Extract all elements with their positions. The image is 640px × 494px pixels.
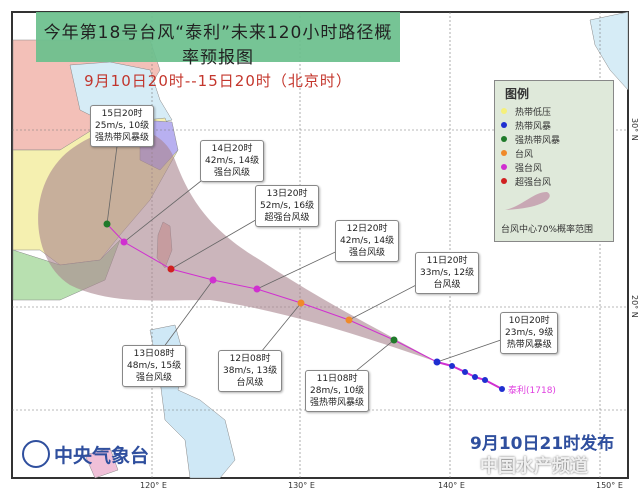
forecast-grade: 强台风级: [214, 168, 251, 178]
legend-item-label: 强热带风暴: [515, 135, 561, 146]
past-position-marker: [482, 377, 488, 383]
agency-name: 中央气象台: [54, 444, 150, 467]
lon-label: 120° E: [140, 481, 167, 490]
forecast-grade: 台风级: [236, 378, 264, 388]
legend-dot-icon: [501, 150, 507, 156]
legend-title: 图例: [505, 87, 530, 101]
forecast-time: 14日20时: [211, 144, 253, 154]
legend-item-label: 台风: [515, 149, 534, 160]
forecast-grade: 强热带风暴级: [95, 133, 150, 143]
forecast-position-marker: [167, 265, 175, 273]
past-position-marker: [462, 369, 468, 375]
forecast-wind: 28m/s, 10级: [310, 386, 365, 396]
legend-item-label: 强台风: [515, 163, 543, 174]
map-title: 今年第18号台风“泰利”未来120小时路径概率预报图: [43, 23, 393, 68]
forecast-position-marker: [297, 299, 305, 307]
forecast-grade: 热带风暴级: [506, 340, 552, 350]
forecast-wind: 38m/s, 13级: [223, 366, 278, 376]
past-position-marker: [499, 386, 505, 392]
forecast-label: 11日20时 33m/s, 12级 台风级: [415, 252, 480, 294]
legend-item: 超强台风: [501, 174, 613, 188]
forecast-time: 10日20时: [508, 316, 550, 326]
forecast-position-marker: [103, 220, 111, 228]
legend-item: 台风: [501, 146, 613, 160]
forecast-label: 13日20时 52m/s, 16级 超强台风级: [255, 185, 320, 227]
legend-item-label: 热带低压: [515, 107, 552, 118]
lon-label: 130° E: [288, 481, 315, 490]
probability-cone: [38, 128, 437, 362]
legend-item: 强热带风暴: [501, 132, 613, 146]
forecast-time: 13日08时: [133, 349, 175, 359]
forecast-label: 13日08时 48m/s, 15级 强台风级: [122, 345, 187, 387]
legend-dot-icon: [501, 178, 507, 184]
typhoon-name: 泰利(1718): [508, 386, 556, 396]
forecast-time: 13日20时: [266, 189, 308, 199]
watermark: 中国水产频道: [480, 456, 588, 477]
forecast-grade: 台风级: [433, 280, 461, 290]
legend-cone-label: 台风中心70%概率范围: [501, 225, 594, 235]
legend-item: 热带风暴: [501, 118, 613, 132]
japan-islands: [589, 11, 629, 91]
borneo-land: [84, 447, 119, 479]
forecast-label: 12日08时 38m/s, 13级 台风级: [218, 350, 283, 392]
agency-logo: 中央气象台: [22, 440, 149, 468]
legend-item-label: 热带风暴: [515, 121, 552, 132]
legend-dot-icon: [501, 136, 507, 142]
legend: 图例 热带低压热带风暴强热带风暴台风强台风超强台风 台风中心70%概率范围: [494, 80, 614, 242]
legend-dot-icon: [501, 122, 507, 128]
forecast-grade: 超强台风级: [264, 213, 310, 223]
forecast-position-marker: [253, 285, 261, 293]
forecast-position-marker: [209, 276, 217, 284]
forecast-time: 11日20时: [426, 256, 468, 266]
lat-label: 20° N: [630, 295, 639, 318]
cma-logo-icon: [22, 440, 50, 468]
legend-item: 强台风: [501, 160, 613, 174]
forecast-grade: 强台风级: [136, 373, 173, 383]
forecast-time: 12日20时: [346, 224, 388, 234]
forecast-position-marker: [390, 336, 398, 344]
lon-label: 140° E: [438, 481, 465, 490]
forecast-position-marker: [120, 238, 128, 246]
legend-item-label: 超强台风: [515, 177, 552, 188]
forecast-wind: 48m/s, 15级: [127, 361, 182, 371]
past-position-marker: [472, 374, 478, 380]
forecast-wind: 42m/s, 14级: [205, 156, 260, 166]
forecast-time: 15日20时: [101, 109, 143, 119]
legend-dot-icon: [501, 108, 507, 114]
forecast-wind: 25m/s, 10级: [95, 121, 150, 131]
cone-swatch-icon: [505, 192, 550, 210]
forecast-grade: 强热带风暴级: [310, 398, 365, 408]
map-subtitle: 9月10日20时--15日20时（北京时）: [84, 72, 352, 90]
forecast-position-marker: [433, 358, 441, 366]
title-banner: 今年第18号台风“泰利”未来120小时路径概率预报图 9月10日20时--15日…: [36, 12, 400, 90]
forecast-label: 15日20时 25m/s, 10级 强热带风暴级: [90, 105, 155, 147]
forecast-wind: 23m/s, 9级: [505, 328, 554, 338]
forecast-wind: 42m/s, 14级: [340, 236, 395, 246]
forecast-label: 11日08时 28m/s, 10级 强热带风暴级: [305, 370, 370, 412]
forecast-position-marker: [345, 316, 353, 324]
issue-time: 9月10日21时发布: [470, 434, 615, 454]
past-position-marker: [449, 363, 455, 369]
lon-label: 150° E: [596, 481, 623, 490]
forecast-label: 14日20时 42m/s, 14级 强台风级: [200, 140, 265, 182]
legend-item: 热带低压: [501, 104, 613, 118]
lat-label: 30° N: [630, 118, 639, 141]
forecast-label: 12日20时 42m/s, 14级 强台风级: [335, 220, 400, 262]
forecast-wind: 33m/s, 12级: [420, 268, 475, 278]
forecast-label: 10日20时 23m/s, 9级 热带风暴级: [500, 312, 559, 354]
forecast-wind: 52m/s, 16级: [260, 201, 315, 211]
legend-dot-icon: [501, 164, 507, 170]
forecast-time: 11日08时: [316, 374, 358, 384]
forecast-grade: 强台风级: [349, 248, 386, 258]
forecast-time: 12日08时: [229, 354, 271, 364]
